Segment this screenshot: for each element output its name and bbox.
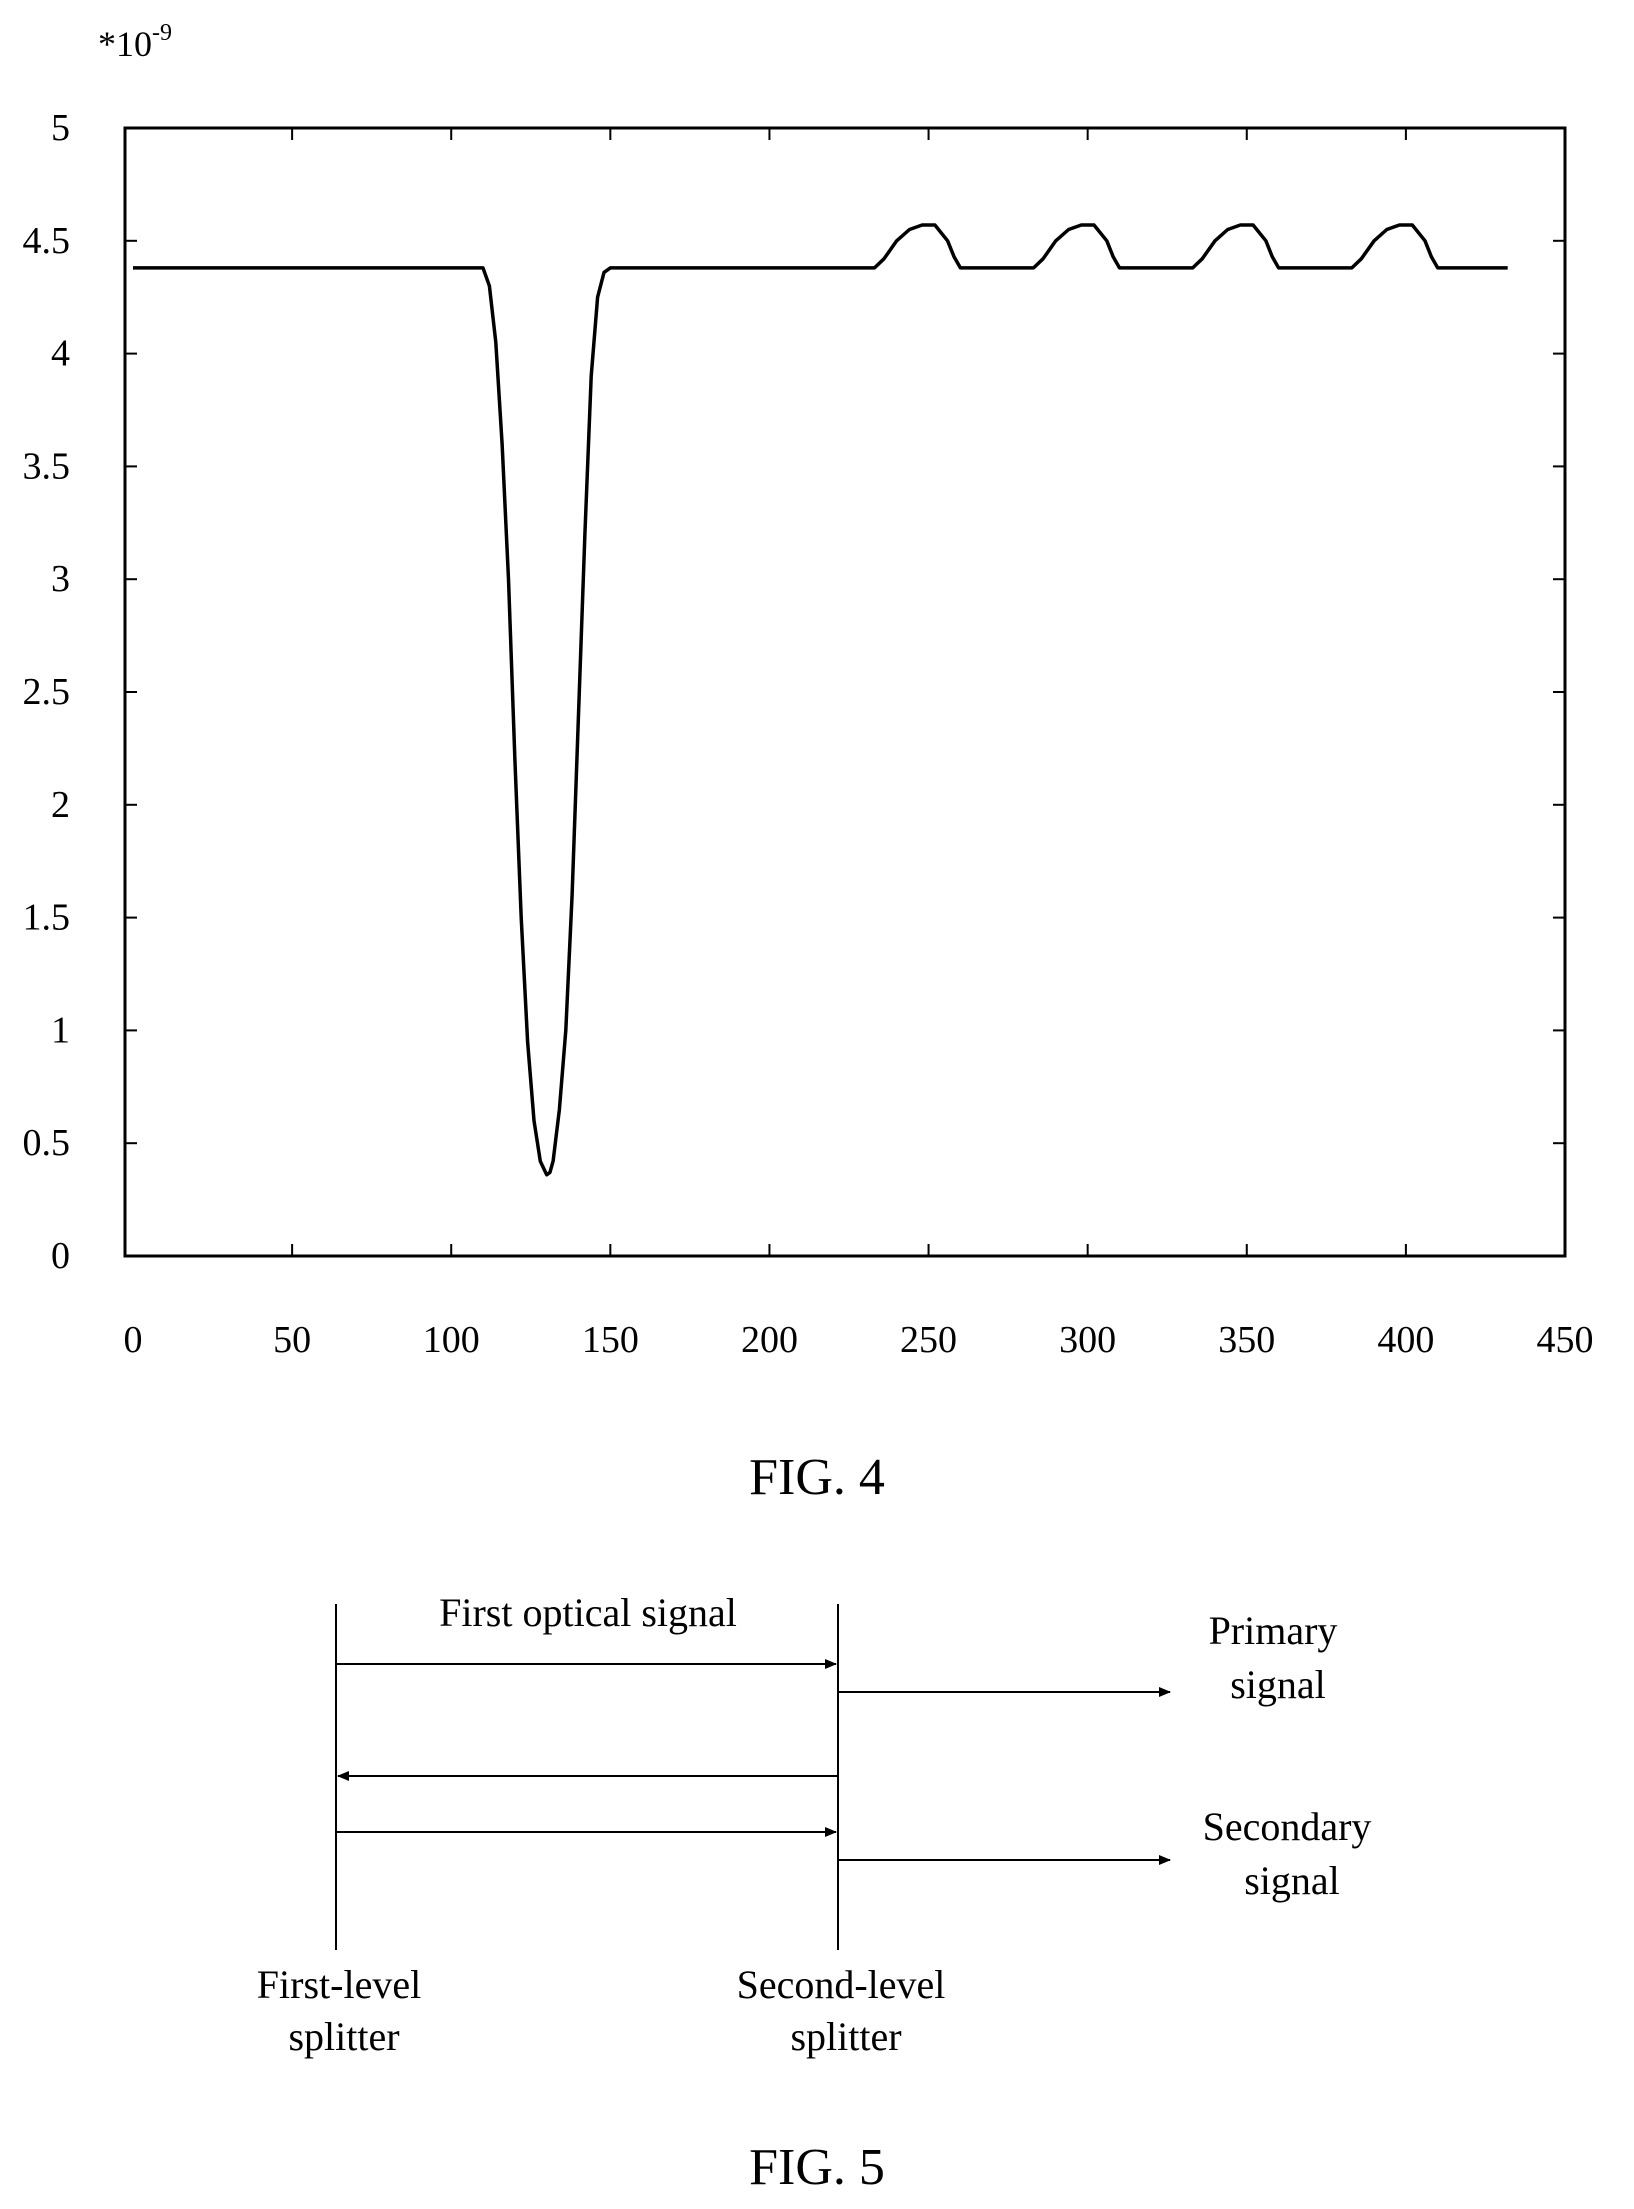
first-optical-signal-label: First optical signal <box>439 1590 737 1635</box>
secondary-signal-line1: Secondary <box>1203 1804 1372 1849</box>
primary-signal-line1: Primary <box>1209 1608 1338 1653</box>
y-tick-label: 5 <box>51 107 70 149</box>
plot-frame <box>123 126 1567 1258</box>
y-axis-tick-labels: 0 0.5 1 1.5 2 2.5 3 3.5 4 4.5 5 <box>23 107 71 1277</box>
secondary-signal-line2: signal <box>1244 1858 1340 1903</box>
y-tick-label: 3 <box>51 558 70 600</box>
x-tick-label: 200 <box>741 1319 798 1361</box>
second-level-splitter-line1: Second-level <box>737 1962 946 2007</box>
fig5-caption: FIG. 5 <box>749 2139 885 2196</box>
y-multiplier-label: *10-9 <box>98 20 172 64</box>
y-tick-label: 2 <box>51 784 70 826</box>
first-level-splitter-line1: First-level <box>257 1962 421 2007</box>
data-series-line <box>133 223 1508 1177</box>
first-level-splitter-line2: splitter <box>288 2014 399 2059</box>
x-tick-label: 50 <box>273 1319 311 1361</box>
y-tick-label: 0 <box>51 1235 70 1277</box>
y-tick-label: 4.5 <box>23 220 71 262</box>
y-tick-label: 2.5 <box>23 671 71 713</box>
first-level-splitter-label: First-level splitter <box>257 1962 431 2059</box>
x-tick-label: 450 <box>1537 1319 1594 1361</box>
x-tick-label: 100 <box>423 1319 480 1361</box>
y-tick-label: 1.5 <box>23 897 71 939</box>
x-axis-ticks <box>291 128 1407 1256</box>
x-tick-label: 250 <box>900 1319 957 1361</box>
primary-signal-line2: signal <box>1230 1662 1326 1707</box>
y-axis-ticks <box>125 239 1565 1145</box>
primary-signal-label: Primary signal <box>1209 1608 1348 1707</box>
fig5-diagram: First optical signal Primary signal Seco… <box>257 1590 1382 2059</box>
secondary-signal-label: Secondary signal <box>1203 1804 1382 1903</box>
x-tick-label: 350 <box>1218 1319 1275 1361</box>
x-tick-label: 400 <box>1377 1319 1434 1361</box>
y-tick-label: 4 <box>51 333 70 375</box>
x-tick-label: 150 <box>582 1319 639 1361</box>
y-multiplier-exponent: -9 <box>152 20 172 46</box>
second-level-splitter-label: Second-level splitter <box>737 1962 956 2059</box>
second-level-splitter-line2: splitter <box>790 2014 901 2059</box>
y-tick-label: 1 <box>51 1009 70 1051</box>
x-tick-label: 300 <box>1059 1319 1116 1361</box>
y-tick-label: 0.5 <box>23 1122 71 1164</box>
fig4-caption: FIG. 4 <box>749 1449 885 1506</box>
fig4-chart: *10-9 0 0.5 1 1.5 2 2.5 3 3.5 4 4.5 5 0 50 100 150 200… <box>23 20 1594 1361</box>
y-multiplier-base: *10 <box>98 24 152 64</box>
x-tick-label: 0 <box>124 1319 143 1361</box>
x-axis-tick-labels: 0 50 100 150 200 250 300 350 400 450 <box>124 1319 1594 1361</box>
y-tick-label: 3.5 <box>23 445 71 487</box>
